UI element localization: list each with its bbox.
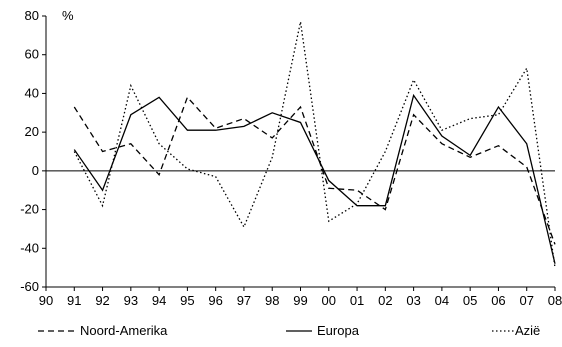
x-tick-label: 04 — [435, 293, 449, 308]
x-tick-label: 97 — [237, 293, 251, 308]
x-tick-label: 08 — [548, 293, 562, 308]
x-tick-label: 95 — [180, 293, 194, 308]
x-tick-label: 01 — [350, 293, 364, 308]
x-tick-label: 07 — [519, 293, 533, 308]
x-tick-label: 00 — [322, 293, 336, 308]
y-tick-label: 80 — [25, 8, 39, 23]
x-tick-label: 99 — [293, 293, 307, 308]
y-tick-label: -60 — [20, 279, 39, 294]
legend-label: Europa — [317, 323, 360, 338]
x-tick-label: 05 — [463, 293, 477, 308]
y-tick-label: 20 — [25, 124, 39, 139]
y-tick-label: 40 — [25, 85, 39, 100]
x-tick-label: 02 — [378, 293, 392, 308]
series-line-europa — [73, 93, 556, 264]
series-line-azi- — [73, 21, 556, 268]
x-tick-label: 90 — [39, 293, 53, 308]
legend-label: Noord-Amerika — [80, 323, 168, 338]
x-tick-label: 92 — [95, 293, 109, 308]
x-tick-label: 94 — [152, 293, 166, 308]
y-tick-label: 60 — [25, 47, 39, 62]
x-tick-label: 03 — [406, 293, 420, 308]
x-tick-label: 93 — [124, 293, 138, 308]
x-tick-label: 91 — [67, 293, 81, 308]
y-tick-label: -40 — [20, 240, 39, 255]
x-tick-label: 96 — [208, 293, 222, 308]
y-tick-label: -20 — [20, 202, 39, 217]
x-tick-label: 06 — [491, 293, 505, 308]
legend-label: Azië — [515, 323, 540, 338]
y-tick-label: 0 — [32, 163, 39, 178]
y-axis-unit-label: % — [62, 8, 74, 23]
x-tick-label: 98 — [265, 293, 279, 308]
